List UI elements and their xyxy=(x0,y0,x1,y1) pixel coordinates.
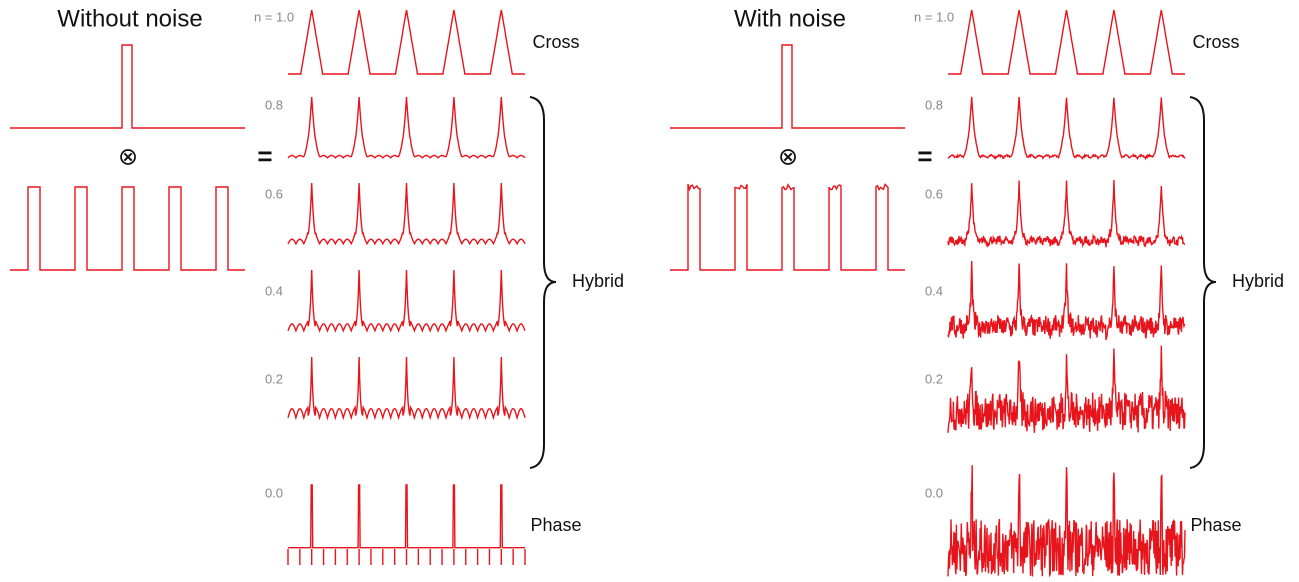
correlation-wave xyxy=(288,9,525,75)
phase-label: Phase xyxy=(530,515,581,535)
correlation-wave xyxy=(947,465,1186,578)
row-label: 0.2 xyxy=(265,371,283,386)
correlation-wave xyxy=(947,345,1186,433)
correlation-wave xyxy=(287,356,526,421)
row-label: n = 1.0 xyxy=(254,9,294,24)
row-label: 0.8 xyxy=(925,97,943,112)
equals-sign: = xyxy=(257,141,272,171)
cross-label: Cross xyxy=(1192,32,1239,52)
convolve-operator: ⊗ xyxy=(778,143,798,170)
row-label: 0.0 xyxy=(265,485,283,500)
correlation-wave xyxy=(288,484,525,549)
row-label: 0.2 xyxy=(925,371,943,386)
correlation-wave xyxy=(948,9,1185,75)
row-label: 0.4 xyxy=(925,283,943,298)
cross-label: Cross xyxy=(532,32,579,52)
row-label: 0.6 xyxy=(265,186,283,201)
correlation-wave xyxy=(947,96,1186,161)
row-label: 0.0 xyxy=(925,485,943,500)
correlation-wave xyxy=(947,260,1186,341)
panel-title: Without noise xyxy=(57,5,202,32)
pulse-signal xyxy=(670,44,905,129)
hybrid-label: Hybrid xyxy=(1232,271,1284,291)
square-signal xyxy=(10,186,245,271)
phase-label: Phase xyxy=(1190,515,1241,535)
correlation-wave xyxy=(947,179,1186,249)
hybrid-label: Hybrid xyxy=(572,271,624,291)
row-label: 0.6 xyxy=(925,186,943,201)
brace xyxy=(529,96,557,469)
correlation-wave xyxy=(287,96,526,159)
square-signal xyxy=(670,183,905,271)
correlation-wave xyxy=(287,269,526,333)
convolve-operator: ⊗ xyxy=(118,143,138,170)
panel-title: With noise xyxy=(734,5,846,32)
row-label: n = 1.0 xyxy=(914,9,954,24)
equals-sign: = xyxy=(917,141,932,171)
pulse-signal xyxy=(10,44,245,129)
brace xyxy=(1189,96,1217,469)
row-label: 0.4 xyxy=(265,283,283,298)
row-label: 0.8 xyxy=(265,97,283,112)
correlation-wave xyxy=(287,182,526,246)
